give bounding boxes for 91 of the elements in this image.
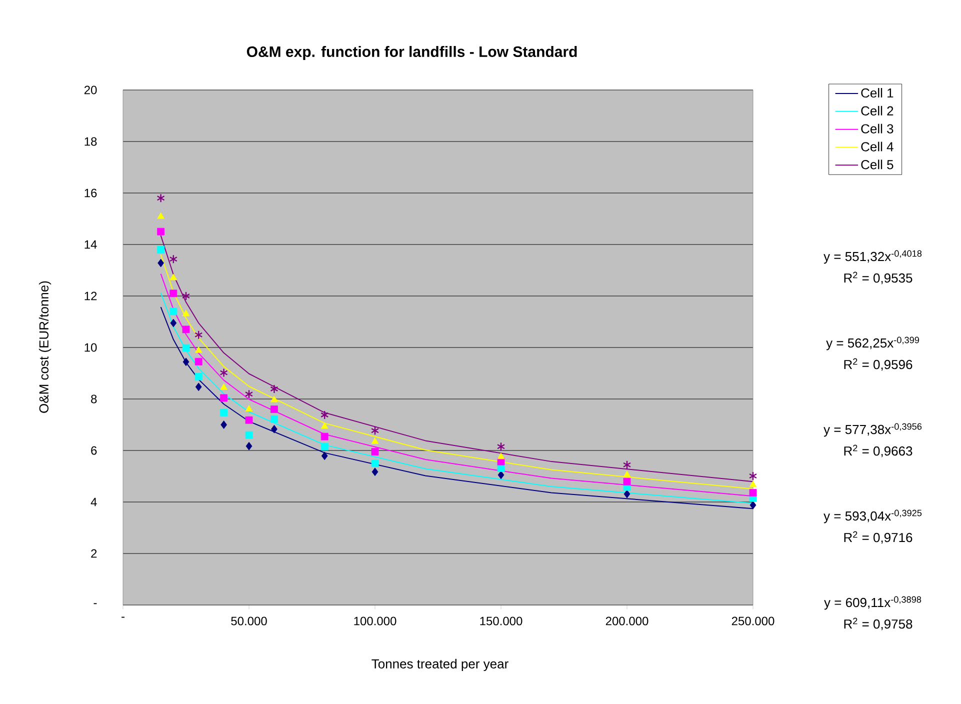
y-axis-title: O&M cost (EUR/tonne) [38, 281, 52, 413]
legend-label: Cell 5 [861, 160, 894, 170]
point [496, 442, 506, 452]
point [194, 330, 203, 340]
point [246, 442, 252, 450]
point [498, 470, 504, 480]
point [182, 344, 190, 352]
point [195, 382, 202, 392]
x-tick-label: 250.000 [732, 616, 774, 626]
point [320, 410, 329, 420]
legend-label: Cell 1 [861, 88, 894, 98]
y-tick-label: - [94, 603, 97, 604]
point [370, 426, 380, 436]
point [245, 405, 253, 412]
legend-label: Cell 2 [861, 106, 894, 116]
text: y = 577,38x$^{-0,3956}$ [824, 423, 922, 437]
x-tick-label: - [122, 616, 124, 618]
point [220, 408, 228, 416]
point [157, 212, 164, 219]
y-tick-label: 6 [91, 446, 97, 455]
text: R$^{2}$ = 0,9758 [844, 618, 912, 630]
text: y = 593,04x$^{-0,3925}$ [824, 510, 922, 524]
point [623, 478, 631, 486]
legend-label: Cell 4 [861, 142, 894, 152]
point [271, 424, 278, 434]
x-axis-title: Tonnes treated per year [372, 658, 508, 672]
text: y = 562,25x$^{-0,399}$ [826, 336, 920, 350]
point [170, 274, 178, 280]
chart-title: O&M exp. function for landfills - Low Standard [246, 46, 577, 60]
point [245, 431, 253, 439]
point [220, 383, 228, 390]
point [320, 422, 328, 429]
point [270, 396, 278, 402]
y-tick-label: 10 [84, 343, 97, 352]
point [270, 415, 278, 423]
point [320, 442, 328, 450]
point [244, 389, 254, 399]
x-tick-label: 200.000 [606, 616, 648, 626]
x-tick-label: 150.000 [480, 616, 522, 626]
text: R$^{2}$ = 0,9716 [844, 531, 912, 544]
point [170, 308, 178, 316]
point [320, 432, 328, 440]
point [321, 452, 328, 460]
point [182, 291, 190, 301]
point [372, 468, 378, 476]
point [371, 448, 379, 456]
point [497, 452, 505, 460]
point [220, 420, 228, 429]
text: y = 609,11x$^{-0,3898}$ [824, 596, 922, 610]
point [156, 194, 165, 203]
point [622, 460, 632, 470]
point [749, 480, 757, 488]
point [371, 438, 379, 444]
point [182, 326, 190, 334]
point [158, 258, 164, 268]
y-tick-label: 18 [84, 137, 97, 146]
point [623, 470, 631, 478]
point [624, 490, 630, 498]
point [497, 464, 505, 472]
y-tick-label: 14 [84, 240, 97, 249]
point [750, 500, 756, 510]
y-tick-label: 8 [91, 394, 97, 404]
y-tick-label: 2 [91, 549, 97, 558]
point [157, 228, 165, 236]
y-tick-label: 20 [84, 86, 97, 94]
point [169, 254, 178, 264]
point [245, 416, 253, 424]
point [170, 290, 178, 298]
point [270, 384, 278, 394]
point [170, 318, 177, 328]
point [194, 358, 202, 366]
point [371, 460, 379, 468]
text: R$^{2}$ = 0,9596 [844, 358, 912, 371]
legend-label: Cell 3 [861, 124, 894, 134]
point [182, 310, 190, 316]
y-tick-label: 12 [84, 292, 97, 300]
text: y = 551,32x$^{-0,4018}$ [824, 250, 922, 264]
y-tick-label: 4 [90, 498, 97, 506]
point [749, 489, 757, 496]
point [194, 372, 202, 380]
point [220, 368, 228, 378]
x-tick-label: 100.000 [354, 616, 396, 626]
y-tick-label: 16 [84, 188, 97, 198]
point [270, 406, 278, 413]
point [182, 358, 190, 366]
point [157, 246, 165, 254]
point [220, 394, 228, 402]
x-tick-label: 50.000 [231, 616, 267, 626]
point [194, 346, 202, 353]
text: R$^{2}$ = 0,9663 [844, 444, 912, 458]
text: R$^{2}$ = 0,9535 [844, 272, 912, 284]
